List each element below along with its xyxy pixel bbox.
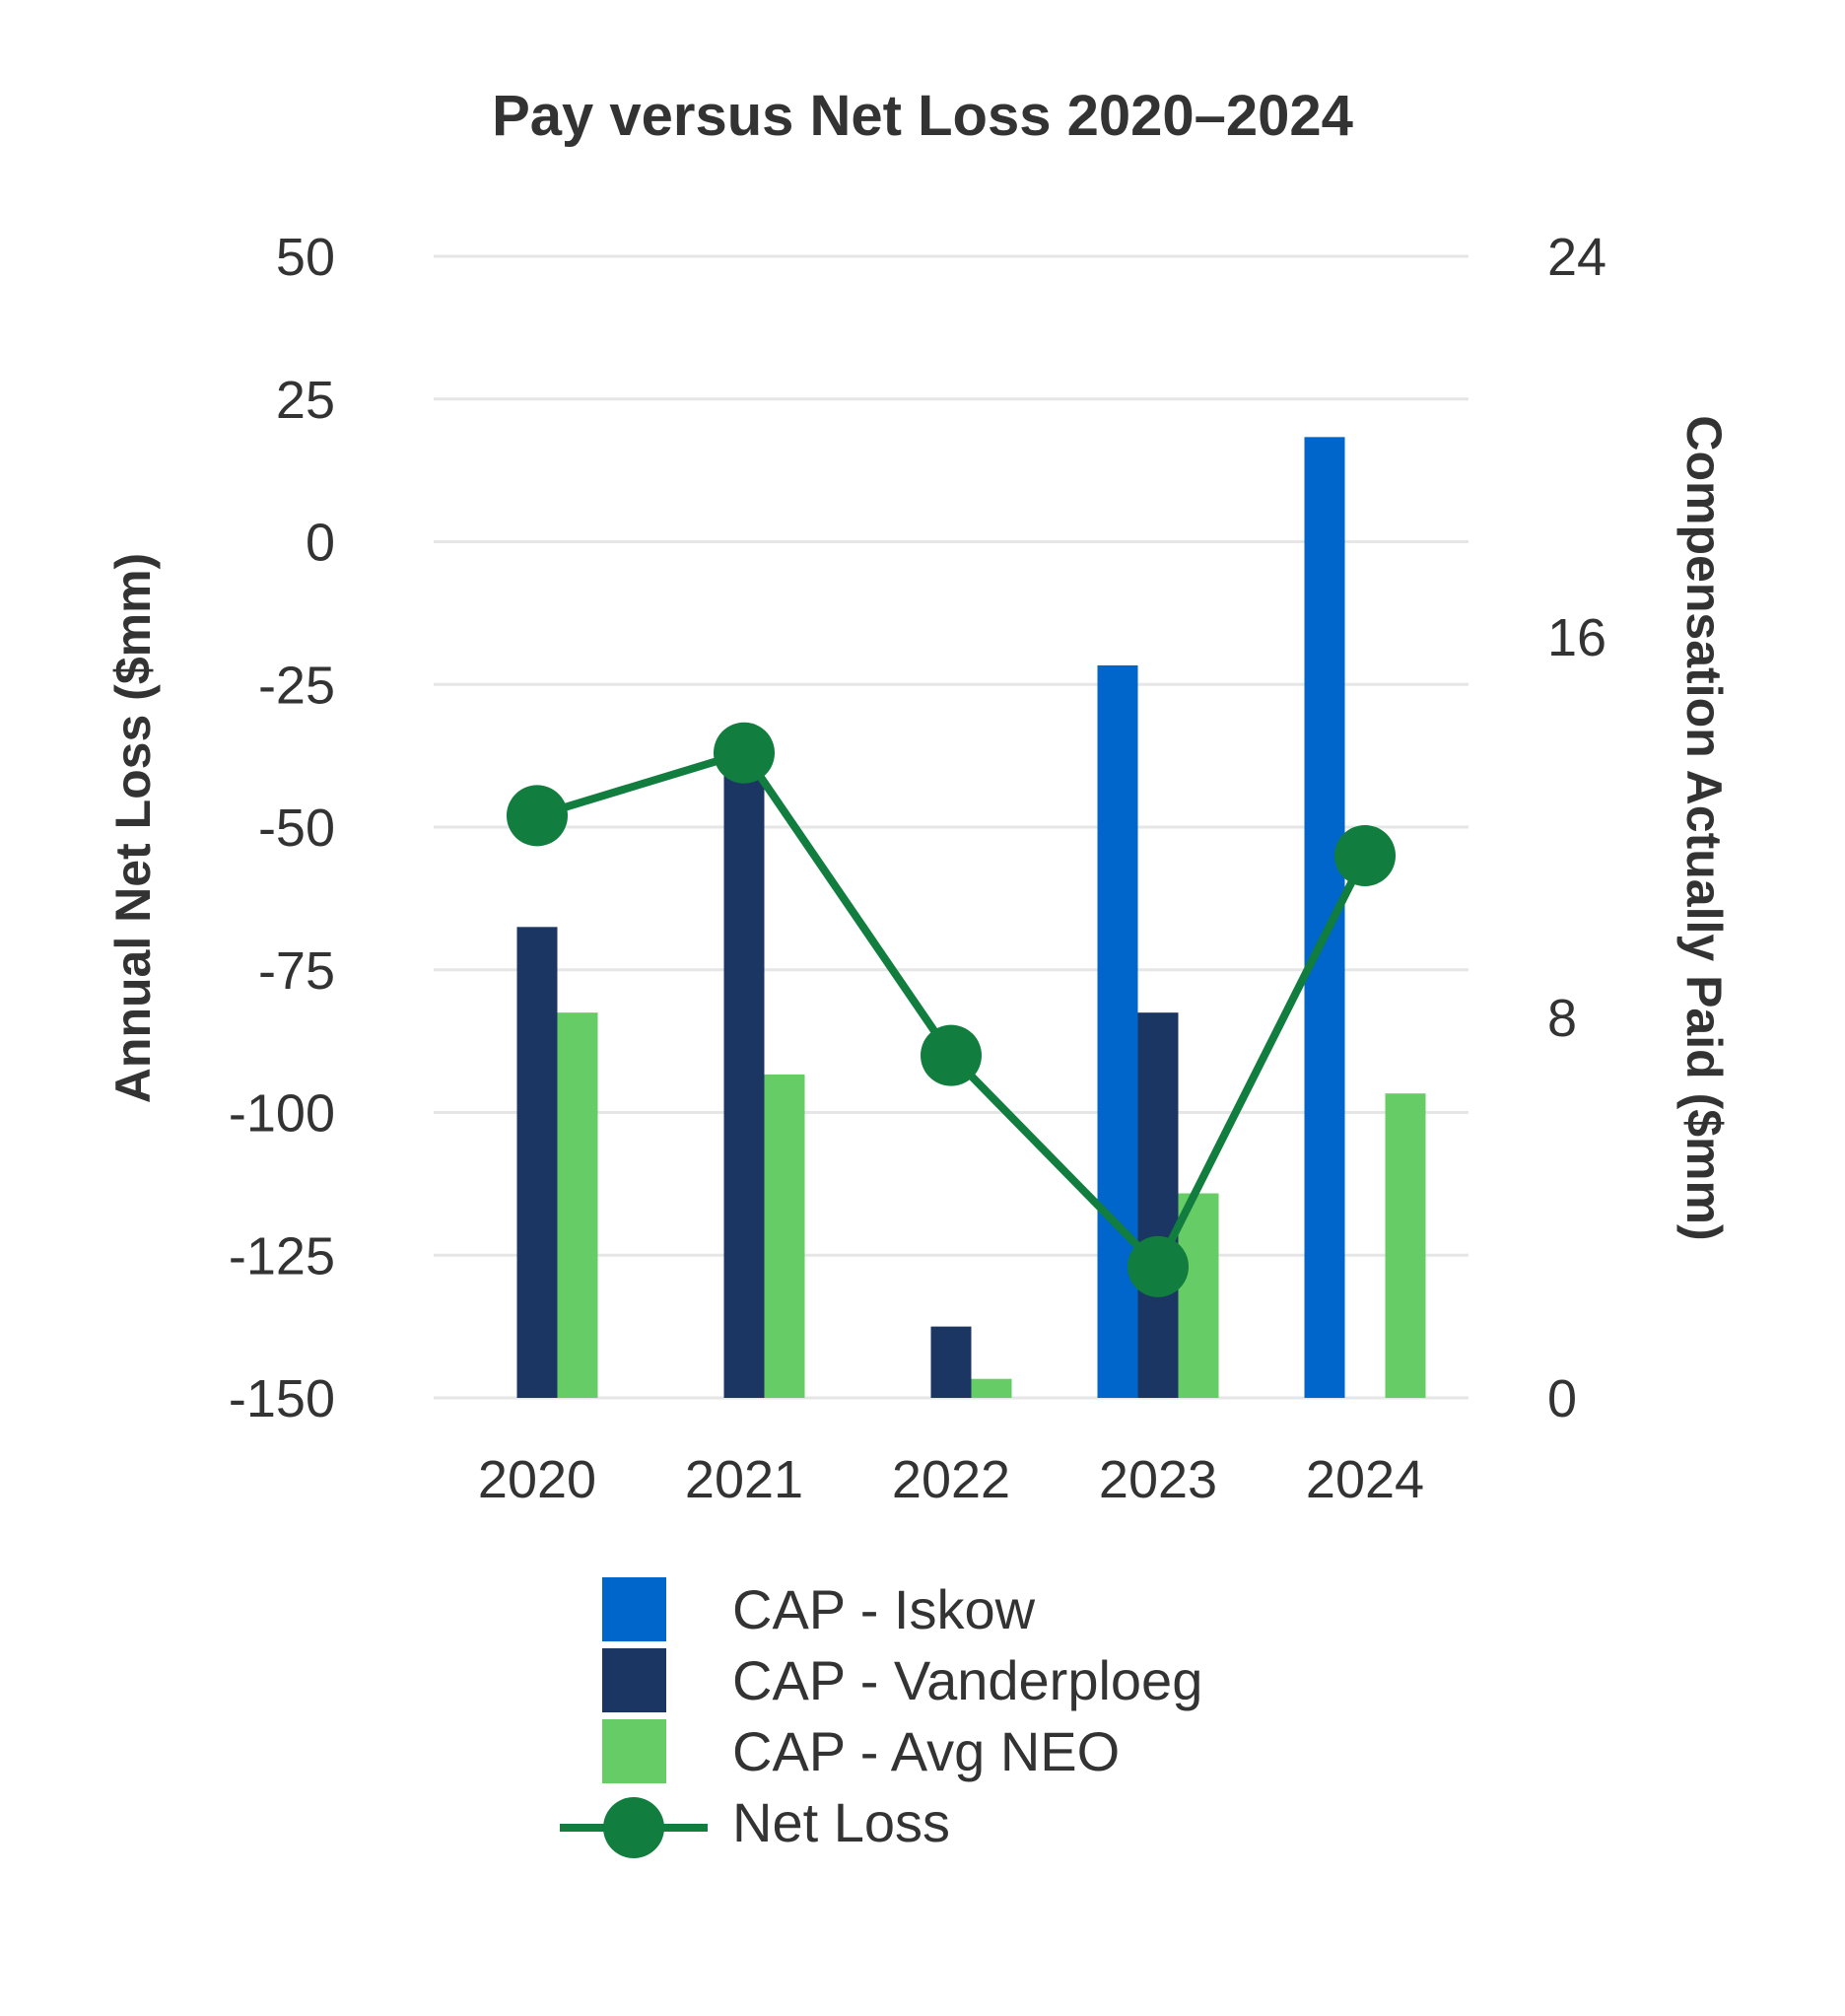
right-tick-label: 16 [1547, 608, 1606, 667]
right-axis-ticks: 24 16 8 0 [1547, 228, 1606, 1428]
net-loss-point-2020 [507, 785, 568, 847]
bar-cap-vanderploeg-2021 [723, 760, 765, 1398]
left-tick-label: -75 [258, 941, 335, 1001]
net-loss-point-2023 [1128, 1235, 1189, 1297]
left-axis-ticks: 50 25 0 -25 -50 -75 -100 -125 -150 [229, 228, 335, 1428]
legend-label-cap-vanderploeg: CAP - Vanderploeg [732, 1649, 1202, 1711]
left-tick-label: -150 [229, 1369, 335, 1428]
right-tick-label: 24 [1547, 228, 1606, 287]
bars [516, 437, 1426, 1399]
right-axis-title: Compensation Actually Paid ($mm) [1676, 415, 1732, 1240]
bar-cap-vanderploeg-2022 [930, 1326, 972, 1398]
bar-cap-avg-neo-2020 [557, 1012, 598, 1398]
legend-label-cap-avg-neo: CAP - Avg NEO [732, 1720, 1120, 1782]
legend: CAP - Iskow CAP - Vanderploeg CAP - Avg NE… [560, 1577, 1202, 1858]
x-tick-label: 2020 [478, 1450, 596, 1509]
net-loss-point-2024 [1334, 824, 1396, 886]
x-tick-label: 2021 [685, 1450, 803, 1509]
x-tick-label: 2023 [1099, 1450, 1217, 1509]
bar-cap-avg-neo-2021 [764, 1074, 805, 1398]
left-tick-label: -125 [229, 1226, 335, 1286]
legend-label-net-loss: Net Loss [732, 1791, 950, 1853]
legend-swatch-cap-vanderploeg [602, 1648, 666, 1712]
right-tick-label: 8 [1547, 989, 1577, 1048]
left-axis-title: Annual Net Loss ($mm) [105, 553, 161, 1103]
net-loss-point-2022 [921, 1024, 982, 1086]
left-tick-label: -50 [258, 799, 335, 858]
bar-cap-avg-neo-2024 [1385, 1093, 1426, 1398]
bar-cap-iskow-2023 [1097, 664, 1138, 1398]
bar-cap-iskow-2024 [1304, 437, 1345, 1399]
x-tick-label: 2024 [1306, 1450, 1424, 1509]
left-tick-label: 25 [276, 371, 335, 430]
net-loss-point-2021 [714, 722, 775, 784]
bar-cap-avg-neo-2022 [971, 1378, 1012, 1398]
right-tick-label: 0 [1547, 1369, 1577, 1428]
net-loss-line-path [535, 748, 1369, 1271]
legend-swatch-cap-avg-neo [602, 1719, 666, 1783]
legend-label-cap-iskow: CAP - Iskow [732, 1578, 1036, 1640]
left-tick-label: 0 [306, 514, 335, 573]
net-loss-line [507, 722, 1396, 1297]
legend-swatch-marker [603, 1797, 664, 1858]
chart-title: Pay versus Net Loss 2020–2024 [492, 84, 1353, 148]
legend-swatch-cap-iskow [602, 1577, 666, 1641]
bar-cap-vanderploeg-2023 [1137, 1012, 1179, 1398]
x-axis-ticks: 2020 2021 2022 2023 2024 [478, 1450, 1424, 1509]
left-tick-label: 50 [276, 228, 335, 287]
bar-cap-avg-neo-2023 [1178, 1193, 1219, 1398]
x-tick-label: 2022 [892, 1450, 1010, 1509]
bar-cap-vanderploeg-2020 [516, 927, 558, 1398]
left-tick-label: -100 [229, 1084, 335, 1144]
left-tick-label: -25 [258, 656, 335, 715]
